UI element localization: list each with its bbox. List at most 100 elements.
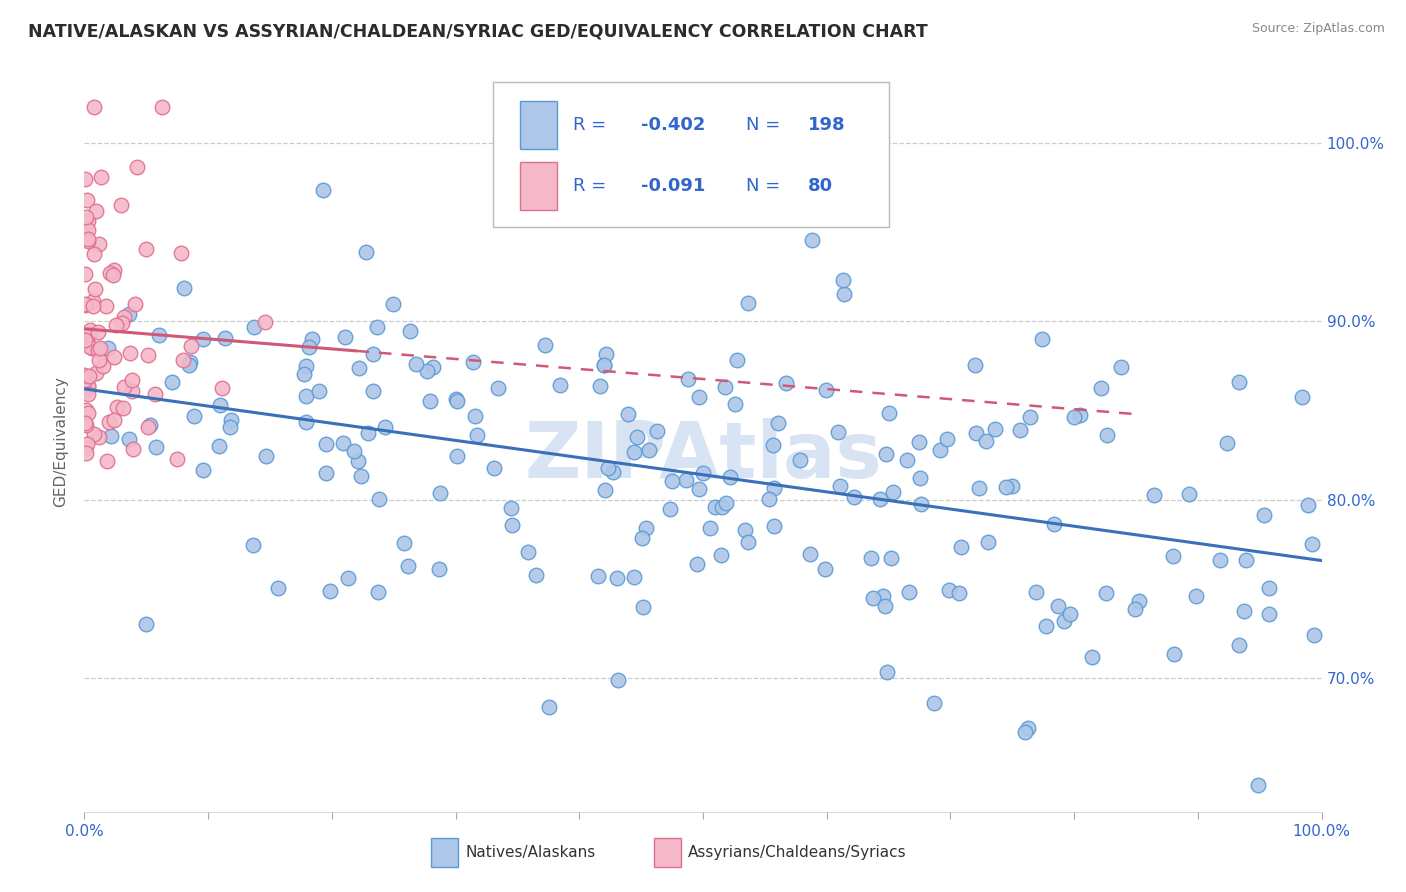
Point [180, 339, 202, 353]
Text: N =: N = [747, 117, 786, 135]
Point [467, 428, 489, 442]
Point [96, 299, 118, 313]
Point [1018, 409, 1040, 424]
Point [710, 500, 733, 515]
Point [177, 358, 200, 372]
Point [361, 347, 384, 361]
Point [1031, 332, 1053, 346]
Point [136, 420, 159, 434]
Point [1010, 423, 1032, 437]
Point [1215, 436, 1237, 450]
Point [295, 415, 318, 429]
Point [1302, 628, 1324, 642]
Point [219, 413, 242, 427]
Point [337, 571, 360, 585]
Point [73, 368, 96, 382]
Point [789, 452, 811, 467]
Point [876, 665, 898, 680]
Point [464, 409, 486, 423]
Point [633, 600, 655, 615]
Point [1291, 390, 1313, 404]
Point [396, 559, 419, 574]
Point [75, 403, 97, 417]
Point [254, 449, 277, 463]
Point [675, 473, 697, 487]
Point [734, 523, 756, 537]
Point [1014, 725, 1036, 739]
Point [75, 333, 97, 347]
Point [1209, 552, 1232, 566]
Point [295, 359, 318, 373]
Point [374, 420, 396, 434]
Point [77, 214, 100, 228]
Point [368, 491, 391, 506]
Point [343, 444, 366, 458]
Point [172, 353, 194, 368]
Point [524, 567, 547, 582]
Point [347, 361, 370, 376]
Point [111, 401, 134, 415]
Point [534, 338, 557, 352]
Point [688, 390, 710, 404]
Point [1059, 607, 1081, 622]
Point [354, 244, 377, 259]
Point [218, 420, 240, 434]
Point [77, 369, 100, 384]
Point [617, 407, 640, 421]
Point [79, 340, 101, 354]
Point [75, 384, 97, 398]
Point [86, 343, 108, 358]
Point [832, 286, 855, 301]
Point [897, 585, 920, 599]
Point [150, 100, 173, 114]
Point [775, 376, 797, 391]
Point [908, 471, 931, 485]
Point [121, 373, 143, 387]
Point [1233, 604, 1256, 618]
Point [842, 490, 865, 504]
Point [96, 454, 118, 468]
Point [87, 430, 110, 444]
Point [718, 470, 741, 484]
Point [763, 519, 786, 533]
Point [692, 466, 714, 480]
Point [82, 299, 104, 313]
Text: 80: 80 [808, 178, 834, 195]
Point [83, 427, 105, 442]
Point [548, 378, 571, 392]
Point [208, 439, 231, 453]
Point [598, 461, 620, 475]
Point [77, 406, 100, 420]
Point [267, 581, 290, 595]
Point [361, 384, 384, 399]
Point [762, 482, 785, 496]
Point [814, 562, 837, 576]
Point [1143, 487, 1166, 501]
Point [699, 521, 721, 535]
Text: NATIVE/ALASKAN VS ASSYRIAN/CHALDEAN/SYRIAC GED/EQUIVALENCY CORRELATION CHART: NATIVE/ALASKAN VS ASSYRIAN/CHALDEAN/SYRI… [28, 22, 928, 40]
Point [104, 318, 127, 332]
Point [315, 466, 337, 480]
Point [948, 586, 970, 600]
Point [593, 483, 616, 497]
Point [725, 353, 748, 368]
Point [630, 532, 652, 546]
Point [1177, 487, 1199, 501]
Point [111, 316, 134, 330]
Point [1301, 537, 1323, 551]
Point [984, 422, 1007, 436]
Point [294, 389, 316, 403]
Point [602, 465, 624, 479]
Point [308, 384, 330, 399]
Point [145, 440, 167, 454]
Point [922, 696, 945, 710]
FancyBboxPatch shape [492, 82, 889, 227]
Point [882, 485, 904, 500]
Point [586, 569, 609, 583]
Point [75, 210, 97, 224]
Point [446, 449, 468, 463]
Point [101, 268, 124, 282]
Point [967, 481, 990, 495]
Point [1017, 721, 1039, 735]
Point [1109, 360, 1132, 375]
